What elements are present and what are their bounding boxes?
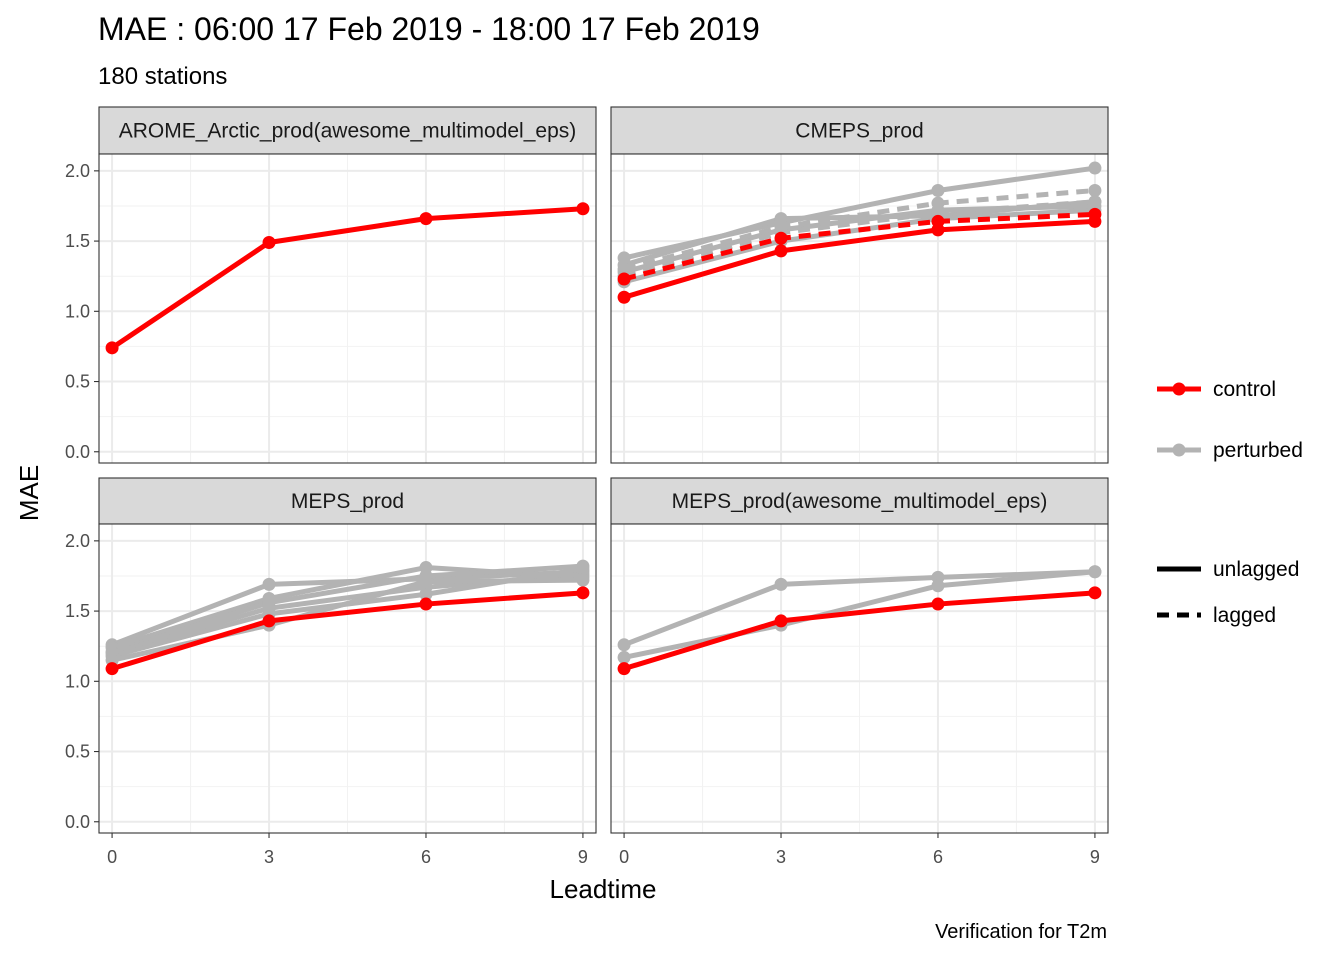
perturbed-data-point [774,577,788,591]
control-data-point [774,231,788,245]
legend-key-point [1172,382,1186,396]
control-data-point [774,614,788,628]
x-tick-label: 3 [776,847,786,867]
control-data-point [931,223,945,237]
legend-key-point [1172,443,1186,457]
y-tick-label: 0.5 [65,372,90,392]
perturbed-data-point [931,184,945,198]
perturbed-series-line [623,569,1096,660]
perturbed-series-line [623,188,1096,272]
perturbed-series-line [623,203,1095,275]
facet-title: CMEPS_prod [795,120,923,143]
y-tick-label: 1.5 [65,601,90,621]
x-tick-label: 3 [264,847,274,867]
control-series-line [623,218,1096,300]
chart-subtitle: 180 stations [98,63,227,90]
x-tick-label: 6 [421,847,431,867]
panel-border [610,523,1109,834]
perturbed-data-point [617,638,631,652]
perturbed-data-point [1088,161,1102,175]
perturbed-data-point [1088,184,1102,198]
perturbed-data-point [576,562,590,576]
legend: control perturbed unlagged lagged [1157,378,1303,627]
control-series-line [111,590,584,672]
facet-title: MEPS_prod [291,490,404,513]
control-series-line [110,206,584,350]
perturbed-series-line [623,199,1096,279]
control-data-point [262,614,276,628]
control-data-point [262,235,276,249]
chart-caption: Verification for T2m [935,921,1107,943]
y-tick-label: 1.0 [65,301,90,321]
facet-strip [98,106,597,155]
legend-label-lagged: lagged [1213,604,1276,627]
chart-title: MAE : 06:00 17 Feb 2019 - 18:00 17 Feb 2… [98,11,760,47]
perturbed-data-point [419,587,433,601]
x-tick-label: 0 [619,847,629,867]
perturbed-data-point [931,196,945,210]
facet-panel: MEPS_prod 0.0 0.5 1.0 1.5 2.0 0 3 6 9 [65,477,597,867]
facet-panels: AROME_Arctic_prod(awesome_multimodel_eps… [65,106,1109,867]
facet-title: AROME_Arctic_prod(awesome_multimodel_eps… [119,120,577,143]
perturbed-data-point [931,579,945,593]
legend-label-unlagged: unlagged [1213,558,1299,581]
y-axis-title: MAE [14,465,44,521]
control-data-point [617,290,631,304]
perturbed-data-point [419,575,433,589]
panel-border [98,523,597,834]
legend-label-perturbed: perturbed [1213,439,1303,462]
perturbed-series-line [623,569,1096,648]
legend-label-control: control [1213,378,1276,401]
perturbed-data-point [262,577,276,591]
control-series-line [623,211,1096,282]
perturbed-data-point [576,573,590,587]
y-tick-label: 0.0 [65,442,90,462]
facet-panel: CMEPS_prod [610,106,1109,464]
perturbed-data-point [1088,195,1102,209]
x-tick-label: 9 [1090,847,1100,867]
x-tick-label: 6 [933,847,943,867]
control-data-point [105,341,119,355]
panel-border [98,153,597,464]
control-data-point [419,212,433,226]
control-data-point [576,202,590,216]
facet-strip [98,477,597,525]
panel-border [610,153,1109,464]
y-tick-label: 0.0 [65,812,90,832]
perturbed-data-point [1088,565,1102,579]
control-data-point [931,597,945,611]
y-tick-label: 1.0 [65,671,90,691]
control-data-point [774,244,788,258]
y-tick-label: 1.5 [65,231,90,251]
x-tick-label: 9 [578,847,588,867]
y-tick-label: 2.0 [65,161,90,181]
control-data-point [419,597,433,611]
x-tick-label: 0 [107,847,117,867]
control-data-point [617,272,631,286]
y-tick-label: 0.5 [65,742,90,762]
facet-panel: AROME_Arctic_prod(awesome_multimodel_eps… [65,106,597,464]
control-series-line [623,590,1096,672]
control-data-point [617,662,631,676]
facet-panel: MEPS_prod(awesome_multimodel_eps) 0 3 6 9 [610,477,1109,867]
perturbed-series-line [111,563,584,655]
facet-title: MEPS_prod(awesome_multimodel_eps) [672,490,1048,513]
y-tick-label: 2.0 [65,531,90,551]
perturbed-data-point [617,650,631,664]
x-axis-title: Leadtime [550,874,657,904]
control-data-point [1088,586,1102,600]
control-data-point [576,586,590,600]
control-data-point [105,662,119,676]
control-data-point [1088,214,1102,228]
